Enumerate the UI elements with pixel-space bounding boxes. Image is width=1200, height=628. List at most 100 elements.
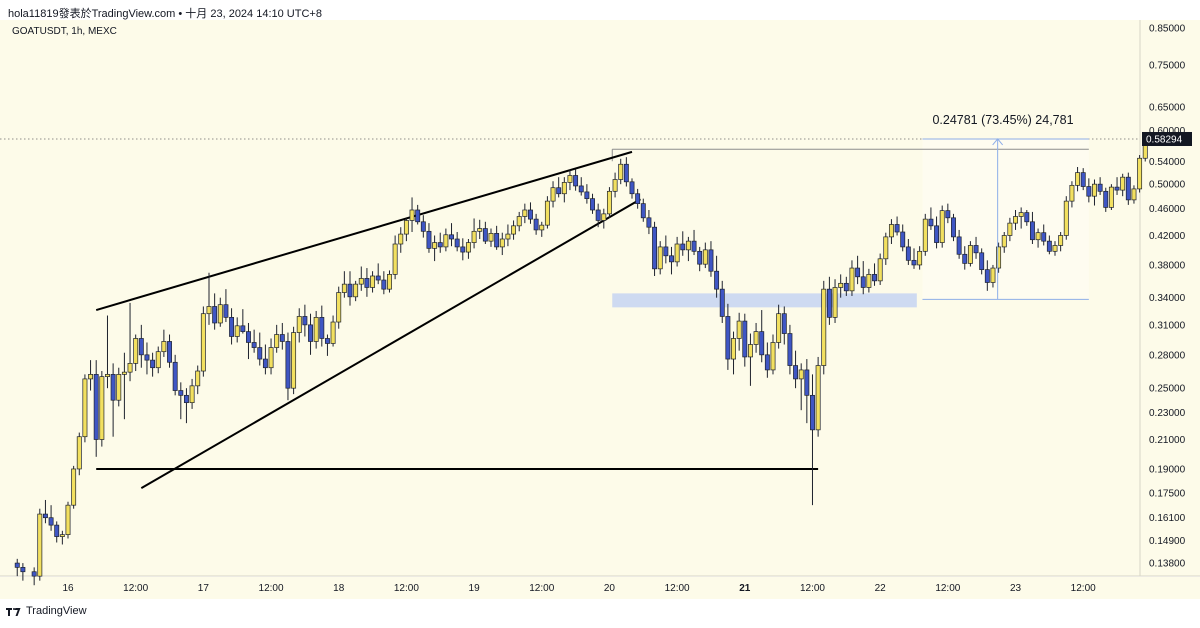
bear-candle[interactable] (285, 332, 291, 401)
bull-candle[interactable] (849, 260, 855, 296)
bear-candle[interactable] (928, 207, 934, 230)
bear-candle[interactable] (697, 246, 703, 272)
bull-candle[interactable] (606, 187, 612, 218)
support-zone[interactable] (612, 293, 917, 308)
bear-candle[interactable] (984, 260, 990, 291)
bear-candle[interactable] (302, 304, 308, 337)
bull-candle[interactable] (1069, 181, 1075, 208)
bear-candle[interactable] (381, 271, 387, 295)
bear-candle[interactable] (246, 322, 251, 360)
bull-candle[interactable] (877, 253, 883, 285)
bear-candle[interactable] (725, 303, 731, 370)
bear-candle[interactable] (494, 225, 500, 250)
bear-candle[interactable] (454, 231, 460, 252)
bull-candle[interactable] (888, 219, 894, 245)
bull-candle[interactable] (291, 326, 297, 395)
bull-candle[interactable] (1075, 167, 1081, 192)
bear-candle[interactable] (742, 313, 748, 367)
bear-candle[interactable] (420, 215, 426, 238)
bear-candle[interactable] (528, 202, 533, 224)
bear-candle[interactable] (578, 177, 584, 196)
bull-candle[interactable] (815, 356, 821, 437)
bear-candle[interactable] (714, 255, 720, 298)
bull-candle[interactable] (195, 365, 201, 395)
bull-candle[interactable] (121, 352, 127, 420)
bull-candle[interactable] (922, 213, 928, 256)
bear-candle[interactable] (138, 324, 144, 368)
bear-candle[interactable] (640, 198, 646, 222)
bear-candle[interactable] (787, 324, 793, 375)
bear-candle[interactable] (437, 232, 443, 253)
bear-candle[interactable] (962, 246, 968, 270)
bull-candle[interactable] (189, 378, 195, 409)
bull-candle[interactable] (398, 227, 404, 253)
bull-candle[interactable] (358, 266, 364, 291)
bear-candle[interactable] (1086, 178, 1092, 203)
bull-candle[interactable] (274, 324, 280, 353)
bull-candle[interactable] (234, 317, 240, 343)
bear-candle[interactable] (533, 213, 539, 235)
bear-candle[interactable] (1080, 168, 1086, 191)
bull-candle[interactable] (1120, 173, 1126, 197)
bull-candle[interactable] (161, 329, 167, 357)
bear-candle[interactable] (623, 157, 629, 187)
bear-candle[interactable] (229, 308, 235, 345)
bull-candle[interactable] (1063, 196, 1069, 240)
bull-candle[interactable] (1001, 231, 1007, 253)
bull-candle[interactable] (550, 181, 556, 208)
bull-candle[interactable] (770, 334, 776, 375)
bear-candle[interactable] (110, 363, 116, 437)
bull-candle[interactable] (883, 232, 889, 265)
bull-candle[interactable] (206, 272, 212, 325)
bull-candle[interactable] (685, 236, 691, 262)
bull-candle[interactable] (838, 274, 844, 298)
bull-candle[interactable] (99, 371, 105, 447)
bear-candle[interactable] (449, 223, 454, 247)
bear-candle[interactable] (42, 499, 48, 524)
bear-candle[interactable] (951, 213, 956, 242)
bull-candle[interactable] (82, 374, 88, 443)
bear-candle[interactable] (1041, 224, 1047, 246)
bull-candle[interactable] (477, 219, 483, 240)
bull-candle[interactable] (601, 208, 607, 229)
bull-candle[interactable] (217, 297, 223, 327)
bear-candle[interactable] (20, 563, 26, 581)
bull-candle[interactable] (539, 221, 545, 237)
bear-candle[interactable] (1097, 177, 1103, 195)
bear-candle[interactable] (956, 229, 962, 259)
trendline-upper-wedge[interactable] (95, 150, 633, 312)
bear-candle[interactable] (826, 276, 832, 325)
bear-candle[interactable] (223, 289, 229, 323)
bull-candle[interactable] (731, 331, 736, 375)
bear-candle[interactable] (590, 193, 595, 214)
bear-candle[interactable] (308, 313, 313, 355)
bull-candle[interactable] (471, 218, 477, 249)
bear-candle[interactable] (781, 306, 787, 345)
trendline-lower-wedge[interactable] (140, 198, 641, 490)
bear-candle[interactable] (183, 388, 189, 424)
bull-candle[interactable] (443, 228, 449, 252)
bull-candle[interactable] (353, 280, 359, 302)
bull-candle[interactable] (866, 268, 872, 293)
bear-candle[interactable] (347, 271, 353, 306)
bull-candle[interactable] (387, 270, 392, 293)
bull-candle[interactable] (516, 211, 522, 232)
bull-candle[interactable] (612, 172, 618, 198)
bear-candle[interactable] (426, 223, 432, 253)
bear-candle[interactable] (375, 263, 381, 285)
bear-candle[interactable] (855, 255, 861, 285)
bull-candle[interactable] (409, 197, 415, 232)
tradingview-footer[interactable]: TradingView (6, 602, 87, 620)
bull-candle[interactable] (1018, 207, 1024, 229)
bear-candle[interactable] (911, 248, 917, 269)
bull-candle[interactable] (736, 312, 742, 351)
bull-candle[interactable] (76, 432, 82, 476)
bear-candle[interactable] (669, 246, 674, 275)
bull-candle[interactable] (341, 271, 347, 298)
bear-candle[interactable] (810, 374, 815, 506)
bear-candle[interactable] (1103, 187, 1109, 212)
bull-candle[interactable] (65, 501, 71, 539)
bear-candle[interactable] (680, 231, 686, 256)
bear-candle[interactable] (415, 204, 421, 225)
bear-candle[interactable] (556, 177, 562, 198)
